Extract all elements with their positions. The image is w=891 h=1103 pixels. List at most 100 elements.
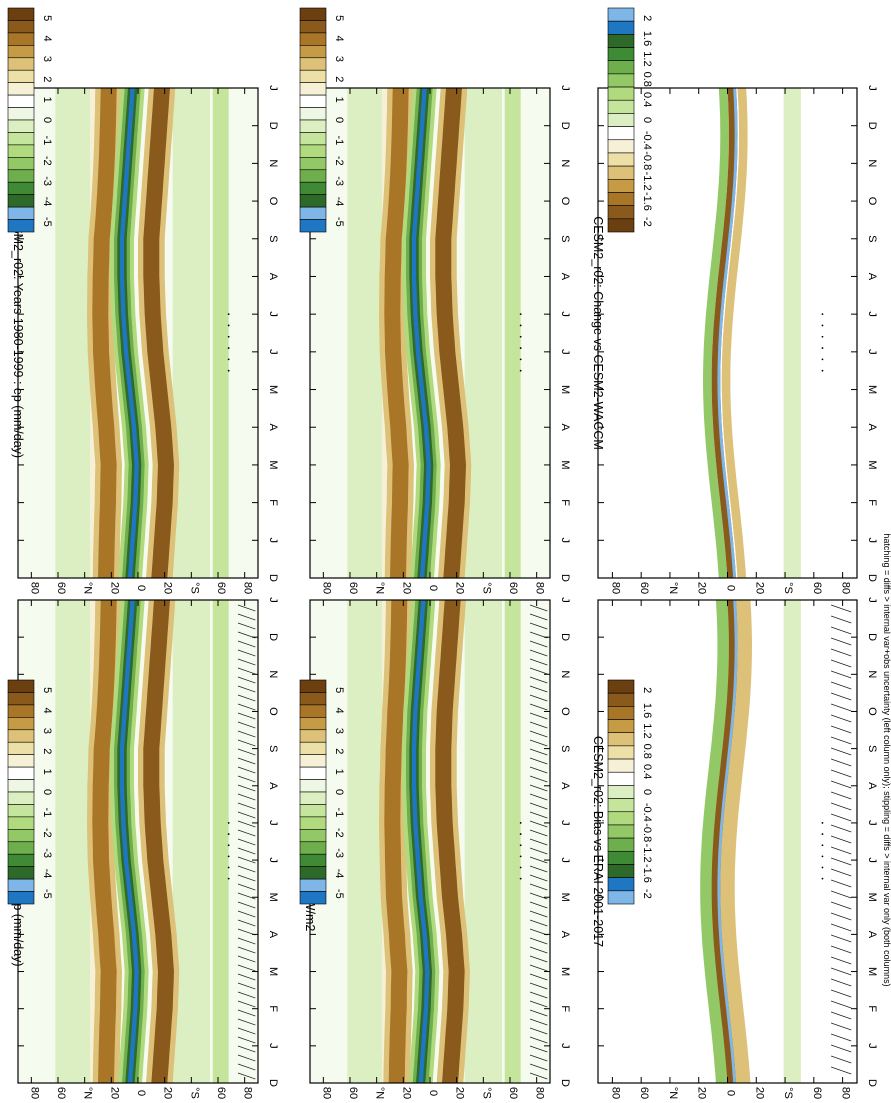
colorbar-label: 4 [333,707,345,713]
band-itcz-peak [411,600,430,1083]
month-tick-label: J [866,85,878,91]
colorbar-label: -2 [41,828,53,838]
month-tick-label: S [866,745,878,752]
lat-tick-label: 0 [427,1090,439,1096]
colorbar-swatch [607,218,635,233]
lat-tick-label: 60 [55,582,67,594]
colorbar-label: 5 [333,15,345,21]
colorbar-swatch [299,779,327,793]
colorbar-swatch [299,69,327,83]
month-tick-label: D [267,633,279,641]
lat-tick-label: 0 [725,585,737,591]
lat-tick-label: 80 [28,582,40,594]
colorbar-swatch [607,205,635,220]
band-south-mid [464,600,502,1083]
colorbar-swatch [607,192,635,206]
hatching [529,604,548,1080]
month-tick-label: A [559,931,571,939]
colorbar-swatch [299,107,327,121]
month-tick-label: J [267,820,279,826]
colorbar-swatch [299,82,327,96]
colorbar-label: 3 [41,728,53,734]
lat-tick-label: 80 [609,1087,621,1099]
colorbar-swatch [7,20,35,34]
colorbar-swatch [299,32,327,46]
colorbar-swatch [299,45,327,59]
colorbar-label: -5 [41,217,53,227]
month-tick-label: D [267,574,279,582]
band-south-mid [464,88,502,578]
panel-cesm2-waccm: D J F M A M J J A S O N D J 80 60 °N 20 0 20 °S 60 80 [309,85,571,594]
band-south-storm [504,600,521,1083]
colorbar-swatch [299,94,327,108]
band-nh-subtrop-core [92,88,117,578]
colorbar-swatch [7,816,35,830]
month-tick-label: S [267,745,279,752]
colorbar-label: 1 [41,97,53,103]
colorbar-swatch [607,679,635,694]
colorbar-swatch [7,119,35,133]
lat-tick-label: °S [782,1087,794,1099]
band-south-storm [212,600,229,1083]
month-tick-label: J [267,538,279,544]
colorbar-swatch [7,194,35,208]
panel-title-change: CESM2_r02: Change vs CESM2-WACCM [591,216,605,450]
month-tick-label: J [866,349,878,355]
colorbar-swatch [7,704,35,718]
panel-cesm2-r02-right: D J F M A M J J A S O N D J 80 60 °N 20 0 20 °S 60 80 [17,85,279,594]
colorbar-label: 2 [41,748,53,754]
colorbar-swatch [607,850,635,865]
month-tick-label: O [866,197,878,206]
lat-tick-label: 60 [638,582,650,594]
lat-tick-label: 80 [320,1087,332,1099]
lat-tick-label: 20 [696,1087,708,1099]
month-tick-label: M [267,385,279,394]
lat-tick-label: 0 [135,585,147,591]
colorbar-swatch [299,754,327,768]
month-tick-label: F [267,1005,279,1012]
colorbar-swatch [7,829,35,843]
colorbar-swatch [299,157,327,171]
lat-tick-label: °N [82,1087,94,1099]
colorbar-swatch [299,841,327,855]
diff-band-blue [717,600,738,1083]
footer-note: hatching = diffs > internal var+obs unce… [882,533,891,986]
colorbar-swatch [299,729,327,743]
colorbar-top-left: 5 4 3 2 1 0 -1 -2 -3 -4 -5 [7,679,53,905]
lat-tick-label: °N [667,582,679,594]
colorbar-swatch [607,165,635,180]
month-tick-label: N [267,159,279,167]
colorbar-swatch [607,732,635,747]
lat-tick-label: 20 [753,582,765,594]
band-nh-subtrop-core [384,88,409,578]
colorbar-swatch [299,57,327,71]
colorbar-swatch [607,798,635,813]
band-north-mid [55,600,93,1083]
colorbar-swatch [7,57,35,71]
colorbar-label: -0.4 [641,131,653,150]
colorbar-label: 0 [333,117,345,123]
month-tick-label: M [267,460,279,469]
month-tick-label: A [559,273,571,281]
colorbar-swatch [607,785,635,799]
month-tick-label: A [559,782,571,790]
month-tick-label: O [559,707,571,716]
month-tick-label: M [267,893,279,902]
colorbar-swatch [607,864,635,878]
lat-tick-label: °N [374,1087,386,1099]
colorbar-swatch [7,841,35,855]
colorbar-label: -0.8 [641,823,653,842]
colorbar-swatch [607,7,635,22]
month-tick-label: D [559,122,571,130]
band-south-storm [504,88,521,578]
colorbar-label: -1 [333,135,345,145]
colorbar-swatch [607,706,635,720]
colorbar-swatch [607,719,635,734]
diff-band-green-n [703,88,729,578]
colorbar-label: -1 [41,135,53,145]
stippling [821,313,824,372]
month-tick-label: F [559,499,571,506]
lat-tick-label: °N [82,582,94,594]
